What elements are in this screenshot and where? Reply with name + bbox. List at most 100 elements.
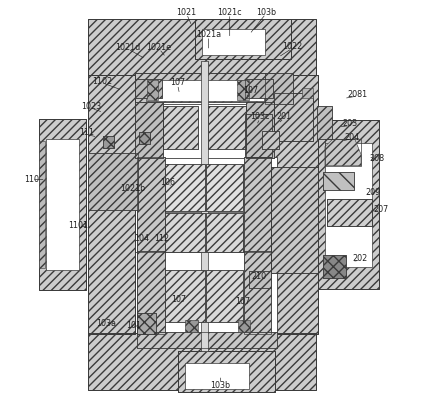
Bar bbox=[179, 351, 275, 391]
Bar bbox=[88, 75, 135, 334]
Bar bbox=[201, 61, 208, 351]
Bar bbox=[195, 19, 291, 59]
Bar bbox=[140, 132, 150, 144]
Text: 1102: 1102 bbox=[92, 77, 113, 86]
Bar bbox=[88, 19, 316, 75]
Bar bbox=[206, 164, 243, 211]
Bar bbox=[317, 106, 332, 140]
Bar bbox=[206, 270, 243, 322]
Text: 103b: 103b bbox=[256, 8, 276, 17]
Bar bbox=[327, 199, 372, 226]
Bar bbox=[88, 153, 138, 210]
Bar bbox=[88, 75, 135, 334]
Bar bbox=[46, 139, 79, 269]
Bar bbox=[274, 93, 313, 141]
Text: 1101: 1101 bbox=[69, 221, 89, 230]
Bar bbox=[135, 79, 162, 98]
Bar bbox=[135, 102, 274, 157]
Bar bbox=[185, 363, 249, 389]
Bar bbox=[135, 73, 274, 104]
Polygon shape bbox=[325, 140, 361, 166]
Text: 207: 207 bbox=[373, 205, 389, 214]
Text: 106: 106 bbox=[160, 178, 175, 187]
Bar bbox=[206, 164, 243, 211]
Bar bbox=[137, 251, 165, 334]
Text: 208: 208 bbox=[369, 154, 384, 163]
Bar bbox=[271, 166, 318, 272]
Text: 1021e: 1021e bbox=[147, 42, 171, 52]
Bar bbox=[137, 332, 277, 348]
Bar bbox=[165, 213, 205, 252]
Bar bbox=[317, 106, 332, 140]
Bar bbox=[165, 164, 205, 211]
Text: 111: 111 bbox=[79, 129, 94, 138]
Bar bbox=[244, 251, 271, 334]
Text: 203: 203 bbox=[342, 119, 357, 129]
Bar bbox=[137, 251, 165, 334]
Bar bbox=[88, 333, 316, 390]
Bar bbox=[88, 153, 138, 210]
Bar bbox=[274, 93, 313, 141]
Text: 107: 107 bbox=[235, 297, 250, 306]
Bar bbox=[323, 172, 354, 190]
Bar bbox=[165, 164, 205, 211]
Bar bbox=[271, 75, 318, 334]
Bar bbox=[165, 213, 205, 252]
Text: 101: 101 bbox=[126, 321, 141, 330]
Text: 1021a: 1021a bbox=[196, 30, 221, 39]
Bar bbox=[244, 157, 271, 252]
Bar bbox=[135, 102, 163, 157]
Text: 201: 201 bbox=[276, 112, 291, 121]
Bar bbox=[246, 102, 274, 157]
Bar bbox=[323, 255, 346, 278]
Text: 1023: 1023 bbox=[81, 102, 101, 111]
Text: 110: 110 bbox=[24, 175, 39, 184]
Bar bbox=[137, 157, 165, 252]
Bar bbox=[146, 80, 264, 101]
Text: 1021: 1021 bbox=[177, 8, 197, 17]
Bar bbox=[135, 73, 274, 104]
Text: 103b: 103b bbox=[210, 382, 231, 390]
Bar bbox=[39, 119, 86, 290]
Bar bbox=[271, 75, 318, 334]
Bar bbox=[237, 80, 249, 100]
Bar bbox=[271, 166, 318, 272]
Bar bbox=[264, 73, 292, 104]
Bar bbox=[262, 131, 279, 148]
Bar bbox=[262, 131, 279, 148]
Bar bbox=[165, 270, 205, 322]
Bar bbox=[163, 106, 198, 149]
Bar bbox=[88, 333, 316, 390]
Bar bbox=[135, 102, 163, 157]
Text: 1021d: 1021d bbox=[115, 42, 140, 52]
Bar bbox=[103, 136, 113, 147]
Bar bbox=[302, 88, 313, 98]
Bar bbox=[208, 106, 246, 149]
Text: 2081: 2081 bbox=[348, 90, 368, 99]
Bar bbox=[163, 106, 198, 149]
Bar bbox=[249, 271, 271, 288]
Bar bbox=[246, 102, 274, 157]
Bar bbox=[137, 251, 277, 334]
Text: 103c: 103c bbox=[250, 112, 270, 121]
Bar bbox=[49, 33, 394, 379]
Text: 107: 107 bbox=[171, 295, 186, 304]
Bar bbox=[325, 143, 372, 267]
Text: 112: 112 bbox=[155, 234, 170, 243]
Bar bbox=[140, 132, 150, 144]
Bar bbox=[137, 313, 156, 334]
Bar bbox=[245, 79, 273, 98]
Bar bbox=[39, 141, 45, 268]
Bar bbox=[202, 29, 265, 55]
Bar bbox=[327, 199, 372, 226]
Bar bbox=[318, 120, 379, 289]
Bar bbox=[185, 320, 198, 332]
Bar bbox=[325, 140, 361, 166]
Bar bbox=[244, 251, 271, 334]
Bar bbox=[39, 119, 86, 290]
Bar bbox=[249, 271, 271, 288]
Text: 103a: 103a bbox=[96, 318, 116, 328]
Bar bbox=[103, 136, 113, 147]
Bar bbox=[137, 157, 165, 252]
Bar bbox=[323, 172, 354, 190]
